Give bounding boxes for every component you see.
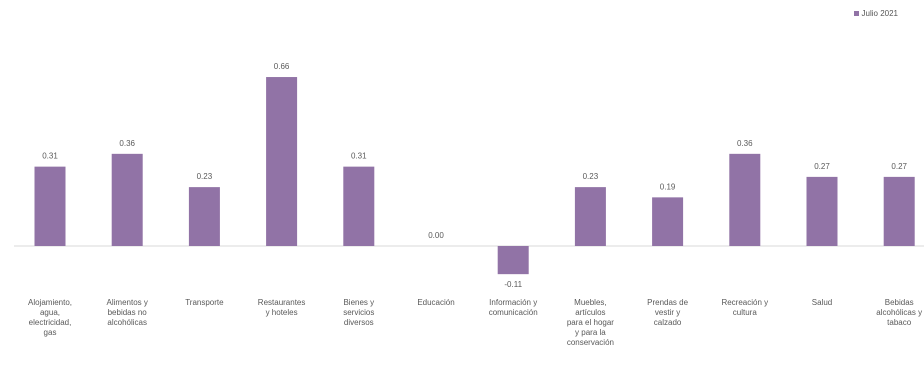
- category-label: Restaurantes y hoteles: [258, 298, 306, 317]
- bar: [806, 176, 838, 246]
- category-label: Alojamiento, agua, electricidad, gas: [28, 298, 72, 337]
- category-label: Información y comunicación: [489, 298, 538, 317]
- bar: [652, 197, 684, 246]
- data-label: 0.19: [660, 182, 676, 191]
- category-label: Recreación y cultura: [721, 298, 768, 317]
- bar: [497, 246, 529, 275]
- data-label: 0.00: [428, 231, 444, 240]
- category-label: Salud: [812, 298, 832, 307]
- data-label: 0.36: [119, 139, 135, 148]
- bar: [34, 166, 66, 246]
- category-label: Bienes y servicios diversos: [343, 298, 374, 327]
- data-label: 0.31: [42, 152, 58, 161]
- bar: [188, 187, 220, 246]
- category-label: Prendas de vestir y calzado: [647, 298, 688, 327]
- data-label: 0.31: [351, 152, 367, 161]
- bar: [343, 166, 375, 246]
- data-label: 0.23: [583, 172, 599, 181]
- legend-label: Julio 2021: [861, 9, 898, 18]
- data-label: -0.11: [504, 280, 522, 289]
- data-label: 0.66: [274, 62, 290, 71]
- bar: [574, 187, 606, 246]
- data-label: 0.27: [891, 162, 907, 171]
- bar: [266, 77, 298, 246]
- bar: [111, 153, 143, 246]
- legend-swatch: [853, 11, 859, 17]
- category-label: Alimentos y bebidas no alcohólicas: [107, 298, 148, 327]
- category-label: Bebidas alcohólicas y tabaco: [876, 298, 922, 327]
- bar: [883, 176, 915, 246]
- bar: [729, 153, 761, 246]
- category-label: Educación: [417, 298, 454, 307]
- category-label: Transporte: [185, 298, 224, 307]
- category-label: Muebles, artículos para el hogar y para la c…: [567, 298, 614, 347]
- data-label: 0.36: [737, 139, 753, 148]
- data-label: 0.23: [197, 172, 213, 181]
- legend: Julio 2021: [853, 9, 898, 18]
- data-label: 0.27: [814, 162, 830, 171]
